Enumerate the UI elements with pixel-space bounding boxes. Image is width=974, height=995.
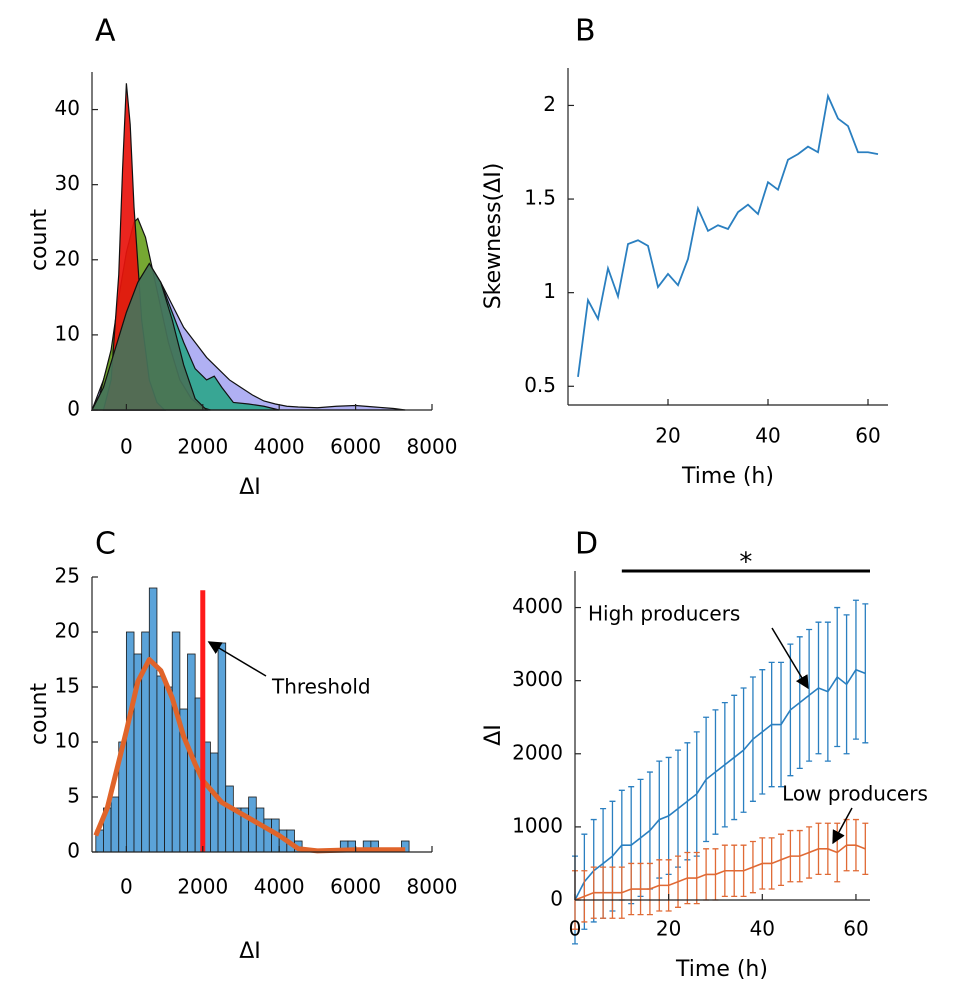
y-tick-label: 1000	[512, 813, 563, 837]
y-tick-label: 1.5	[524, 186, 556, 210]
data-line	[574, 844, 866, 901]
annotation-arrow	[207, 641, 267, 677]
y-tick-label: 10	[55, 729, 80, 753]
y-tick-label: 25	[55, 564, 80, 588]
y-axis-label: count	[27, 209, 52, 271]
y-tick-label: 4000	[512, 594, 563, 618]
y-tick-label: 0	[67, 839, 80, 863]
y-tick-label: 0.5	[524, 373, 556, 397]
density-area	[91, 262, 209, 411]
significance-label: *	[739, 548, 752, 578]
y-tick-label: 40	[55, 96, 80, 120]
x-tick-label: 6000	[330, 435, 381, 459]
panel-label: D	[575, 527, 598, 562]
y-tick-label: 3000	[512, 667, 563, 691]
x-tick-label: 2000	[177, 875, 228, 899]
histogram-bar	[263, 818, 272, 853]
series-annotation: High producers	[588, 602, 740, 626]
panel-label: A	[95, 14, 116, 49]
x-tick-label: 4000	[254, 875, 305, 899]
data-line	[574, 668, 866, 901]
x-tick-label: 0	[120, 875, 133, 899]
x-tick-label: 60	[855, 424, 880, 448]
y-tick-label: 0	[67, 397, 80, 421]
y-tick-label: 1	[543, 279, 556, 303]
y-axis-label: Skewness(ΔI)	[481, 163, 506, 310]
histogram-bar	[255, 807, 265, 853]
x-tick-label: 40	[755, 424, 780, 448]
x-tick-label: 6000	[330, 875, 381, 899]
histogram-bar	[164, 686, 173, 853]
x-tick-label: 8000	[407, 435, 458, 459]
y-tick-label: 15	[55, 674, 80, 698]
y-axis-label: count	[27, 683, 52, 745]
y-tick-label: 30	[55, 171, 80, 195]
histogram-bar	[210, 752, 219, 853]
x-axis-label: ΔI	[239, 939, 261, 964]
y-tick-label: 20	[55, 246, 80, 270]
histogram-bar	[225, 785, 234, 853]
histogram-bar	[217, 642, 227, 853]
x-axis-label: Time (h)	[675, 957, 768, 982]
histogram-bar	[156, 675, 165, 853]
y-tick-label: 0	[550, 887, 563, 911]
y-axis-label: ΔI	[481, 724, 506, 746]
x-tick-label: 20	[655, 424, 680, 448]
y-tick-label: 5	[67, 784, 80, 808]
panel-label: B	[575, 14, 596, 49]
x-axis-label: Time (h)	[681, 464, 774, 489]
y-tick-label: 20	[55, 619, 80, 643]
histogram-bar	[110, 796, 120, 853]
x-tick-label: 2000	[177, 435, 228, 459]
histogram-bar	[125, 631, 135, 853]
x-tick-label: 0	[120, 435, 133, 459]
histogram-bar	[148, 587, 158, 853]
x-tick-label: 60	[843, 917, 868, 941]
annotation-arrow	[832, 807, 853, 845]
y-tick-label: 10	[55, 321, 80, 345]
y-tick-label: 2000	[512, 740, 563, 764]
data-line	[577, 93, 879, 378]
histogram-bar	[171, 631, 181, 853]
x-tick-label: 20	[656, 917, 681, 941]
x-tick-label: 40	[750, 917, 775, 941]
series-annotation: Low producers	[782, 782, 928, 806]
annotation-arrow	[771, 627, 809, 690]
panel-label: C	[95, 527, 116, 562]
fit-curve	[93, 657, 406, 854]
x-tick-label: 0	[569, 917, 582, 941]
x-tick-label: 8000	[407, 875, 458, 899]
x-axis-label: ΔI	[239, 475, 261, 500]
x-tick-label: 4000	[254, 435, 305, 459]
y-tick-label: 2	[543, 92, 556, 116]
threshold-label: Threshold	[271, 675, 371, 699]
